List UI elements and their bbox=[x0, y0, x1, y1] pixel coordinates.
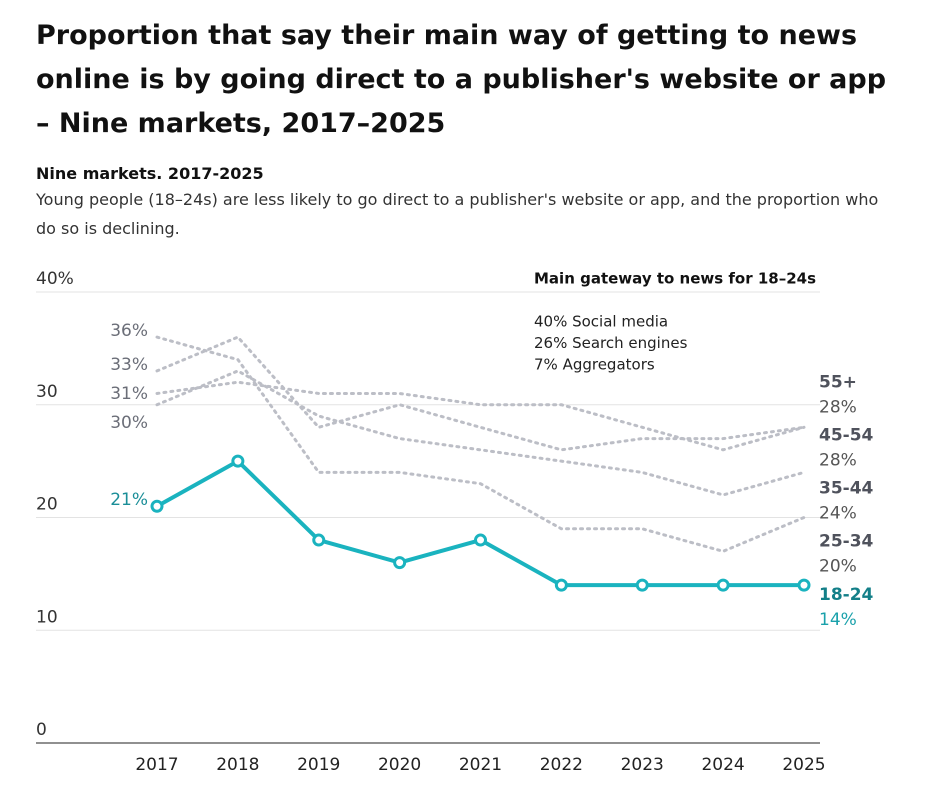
point-marker bbox=[474, 533, 487, 547]
y-tick-label: 20 bbox=[36, 495, 58, 515]
x-tick-label: 2024 bbox=[701, 755, 744, 775]
point-marker bbox=[716, 578, 730, 592]
y-tick-label: 0 bbox=[36, 720, 47, 740]
annotation-title: Main gateway to news for 18–24s bbox=[534, 270, 816, 288]
point-marker bbox=[797, 578, 811, 592]
x-tick-label: 2019 bbox=[297, 755, 340, 775]
x-tick-label: 2025 bbox=[782, 755, 825, 775]
start-label: 30% bbox=[110, 413, 148, 433]
annotation-line: 40% Social media bbox=[534, 313, 668, 331]
chart-title: Proportion that say their main way of ge… bbox=[36, 20, 887, 139]
y-tick-label: 10 bbox=[36, 607, 58, 627]
chart-subtitle: Nine markets. 2017-2025 bbox=[36, 164, 264, 183]
x-tick-label: 2017 bbox=[135, 755, 178, 775]
series-name: 45-54 bbox=[819, 426, 874, 446]
annotation-line: 26% Search engines bbox=[534, 334, 688, 352]
x-tick-label: 2020 bbox=[378, 755, 421, 775]
series-line bbox=[155, 335, 806, 553]
start-label: 33% bbox=[110, 355, 148, 375]
series-name: 55+ bbox=[819, 373, 857, 393]
start-label: 31% bbox=[110, 384, 148, 404]
end-label: 20% bbox=[819, 557, 857, 577]
point-marker bbox=[150, 499, 164, 513]
point-marker bbox=[312, 533, 326, 547]
end-label: 14% bbox=[819, 610, 857, 630]
point-marker bbox=[635, 578, 649, 592]
point-marker bbox=[393, 556, 407, 570]
series-line bbox=[155, 335, 806, 452]
end-label: 28% bbox=[819, 398, 857, 418]
annotation-line: 7% Aggregators bbox=[534, 356, 655, 374]
x-tick-label: 2021 bbox=[459, 755, 502, 775]
point-marker bbox=[231, 454, 245, 468]
chart-description: Young people (18–24s) are less likely to… bbox=[36, 190, 879, 238]
series-line bbox=[155, 459, 806, 588]
series-name: 25-34 bbox=[819, 532, 874, 552]
x-tick-label: 2022 bbox=[540, 755, 583, 775]
x-tick-label: 2023 bbox=[621, 755, 664, 775]
series-line bbox=[155, 369, 806, 497]
series-name: 18-24 bbox=[819, 585, 874, 605]
series-line bbox=[155, 380, 806, 452]
x-tick-label: 2018 bbox=[216, 755, 259, 775]
y-tick-label: 30 bbox=[36, 382, 58, 402]
y-tick-label: 40% bbox=[36, 269, 74, 289]
series-name: 35-44 bbox=[819, 479, 874, 499]
point-marker bbox=[554, 578, 568, 592]
header: Proportion that say their main way of ge… bbox=[36, 14, 896, 243]
start-label: 36% bbox=[110, 321, 148, 341]
end-label: 28% bbox=[819, 451, 857, 471]
start-label: 21% bbox=[110, 490, 148, 510]
end-label: 24% bbox=[819, 504, 857, 524]
